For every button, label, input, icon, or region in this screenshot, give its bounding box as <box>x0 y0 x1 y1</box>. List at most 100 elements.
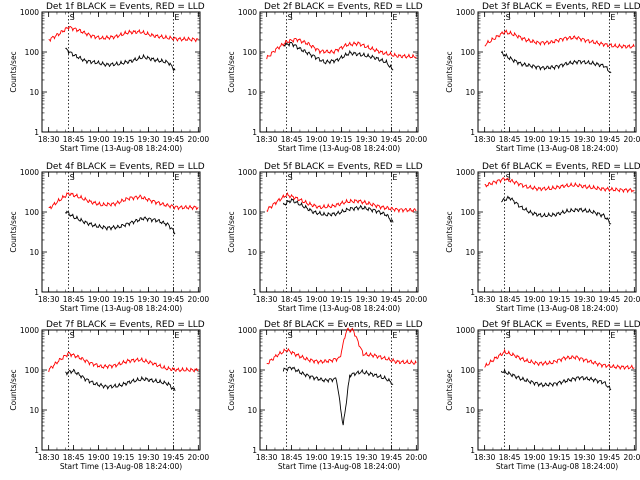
start-marker-label: S <box>288 331 293 340</box>
panel-3: Det 3f BLACK = Events, RED = LLD 1 10 100 10… <box>445 2 640 153</box>
x-tick-label: 19:15 <box>549 453 571 462</box>
x-tick-label: 19:15 <box>331 295 353 304</box>
end-marker-label: E <box>392 173 397 182</box>
x-tick-label: 19:00 <box>88 453 110 462</box>
x-tick-label: 19:15 <box>113 453 135 462</box>
x-tick-label: 19:45 <box>599 453 621 462</box>
y-tick-label: 100 <box>243 48 258 57</box>
end-marker-label: E <box>392 13 397 22</box>
x-axis-label: Start Time (13-Aug-08 18:24:00) <box>60 304 182 313</box>
y-axis-label: Counts/sec <box>445 211 454 252</box>
y-tick-label: 10 <box>29 248 39 257</box>
y-tick-label: 1 <box>34 288 39 297</box>
x-tick-label: 20:00 <box>624 453 640 462</box>
y-tick-label: 10 <box>247 88 257 97</box>
start-marker-label: S <box>70 173 75 182</box>
events-series-line <box>500 50 612 74</box>
panel-title: Det 8f BLACK = Events, RED = LLD <box>264 320 423 330</box>
lld-series-line <box>484 348 635 371</box>
y-tick-label: 1000 <box>20 8 39 17</box>
y-tick-label: 10 <box>29 406 39 415</box>
y-tick-label: 1 <box>470 288 475 297</box>
x-tick-label: 19:00 <box>524 135 546 144</box>
y-tick-label: 100 <box>461 48 476 57</box>
y-tick-label: 100 <box>25 208 40 217</box>
y-tick-label: 1 <box>470 128 475 137</box>
x-tick-label: 19:15 <box>549 135 571 144</box>
x-tick-label: 20:00 <box>624 295 640 304</box>
x-tick-label: 20:00 <box>188 135 210 144</box>
x-tick-label: 19:45 <box>381 453 403 462</box>
end-marker-label: E <box>174 331 179 340</box>
y-tick-label: 100 <box>243 366 258 375</box>
lld-series-line <box>484 177 635 194</box>
x-tick-label: 18:45 <box>63 295 85 304</box>
panel-title: Det 5f BLACK = Events, RED = LLD <box>264 162 423 172</box>
y-tick-label: 10 <box>247 406 257 415</box>
x-tick-label: 19:30 <box>356 135 378 144</box>
panel-2: Det 2f BLACK = Events, RED = LLD 1 10 100 10… <box>227 2 427 153</box>
x-tick-label: 18:30 <box>38 295 60 304</box>
y-tick-label: 1 <box>252 288 257 297</box>
x-tick-label: 19:30 <box>356 453 378 462</box>
x-axis-label: Start Time (13-Aug-08 18:24:00) <box>278 144 400 153</box>
x-tick-label: 18:30 <box>256 295 278 304</box>
end-marker-label: E <box>174 13 179 22</box>
end-marker-label: E <box>610 13 615 22</box>
y-tick-label: 1000 <box>456 168 475 177</box>
x-tick-label: 18:30 <box>38 135 60 144</box>
start-marker-label: S <box>506 331 511 340</box>
x-axis-label: Start Time (13-Aug-08 18:24:00) <box>496 462 618 471</box>
x-tick-label: 18:45 <box>281 295 303 304</box>
events-series-line <box>65 47 176 72</box>
y-axis-label: Counts/sec <box>445 51 454 92</box>
y-tick-label: 10 <box>465 248 475 257</box>
x-tick-label: 19:15 <box>331 453 353 462</box>
y-tick-label: 1 <box>34 128 39 137</box>
events-series-line <box>65 210 176 235</box>
lld-series-line <box>484 29 635 49</box>
y-tick-label: 100 <box>25 366 40 375</box>
start-marker-label: S <box>506 13 511 22</box>
x-tick-label: 19:00 <box>306 135 328 144</box>
lld-series-line <box>266 192 417 214</box>
x-tick-label: 19:30 <box>574 453 596 462</box>
y-axis-label: Counts/sec <box>9 211 18 252</box>
x-tick-label: 20:00 <box>188 453 210 462</box>
plot-frame <box>259 329 419 451</box>
x-tick-label: 19:45 <box>163 453 185 462</box>
y-axis-label: Counts/sec <box>227 369 236 410</box>
end-marker-label: E <box>392 331 397 340</box>
events-series-line <box>282 366 394 426</box>
panel-title: Det 1f BLACK = Events, RED = LLD <box>46 2 205 12</box>
x-axis-label: Start Time (13-Aug-08 18:24:00) <box>278 304 400 313</box>
x-tick-label: 20:00 <box>406 295 428 304</box>
panel-title: Det 6f BLACK = Events, RED = LLD <box>482 162 640 172</box>
x-axis-label: Start Time (13-Aug-08 18:24:00) <box>496 144 618 153</box>
end-marker-label: E <box>610 331 615 340</box>
y-axis-label: Counts/sec <box>445 369 454 410</box>
start-marker-label: S <box>70 331 75 340</box>
panel-title: Det 2f BLACK = Events, RED = LLD <box>264 2 423 12</box>
x-tick-label: 19:45 <box>163 135 185 144</box>
y-tick-label: 1000 <box>238 8 257 17</box>
y-tick-label: 1000 <box>20 168 39 177</box>
events-series-line <box>65 368 176 392</box>
lld-series-line <box>266 38 417 60</box>
y-axis-label: Counts/sec <box>9 369 18 410</box>
x-tick-label: 19:30 <box>138 135 160 144</box>
y-tick-label: 10 <box>465 88 475 97</box>
panel-1: Det 1f BLACK = Events, RED = LLD 1 10 100 10… <box>9 2 209 153</box>
y-tick-label: 1000 <box>20 326 39 335</box>
x-tick-label: 19:30 <box>574 135 596 144</box>
x-tick-label: 19:00 <box>306 295 328 304</box>
y-tick-label: 100 <box>461 208 476 217</box>
lld-series-line <box>48 25 199 43</box>
y-tick-label: 1 <box>470 446 475 455</box>
x-tick-label: 19:30 <box>138 453 160 462</box>
panel-4: Det 4f BLACK = Events, RED = LLD 1 10 100 10… <box>9 162 209 313</box>
x-axis-label: Start Time (13-Aug-08 18:24:00) <box>60 144 182 153</box>
events-series-line <box>282 198 394 223</box>
x-tick-label: 20:00 <box>406 453 428 462</box>
